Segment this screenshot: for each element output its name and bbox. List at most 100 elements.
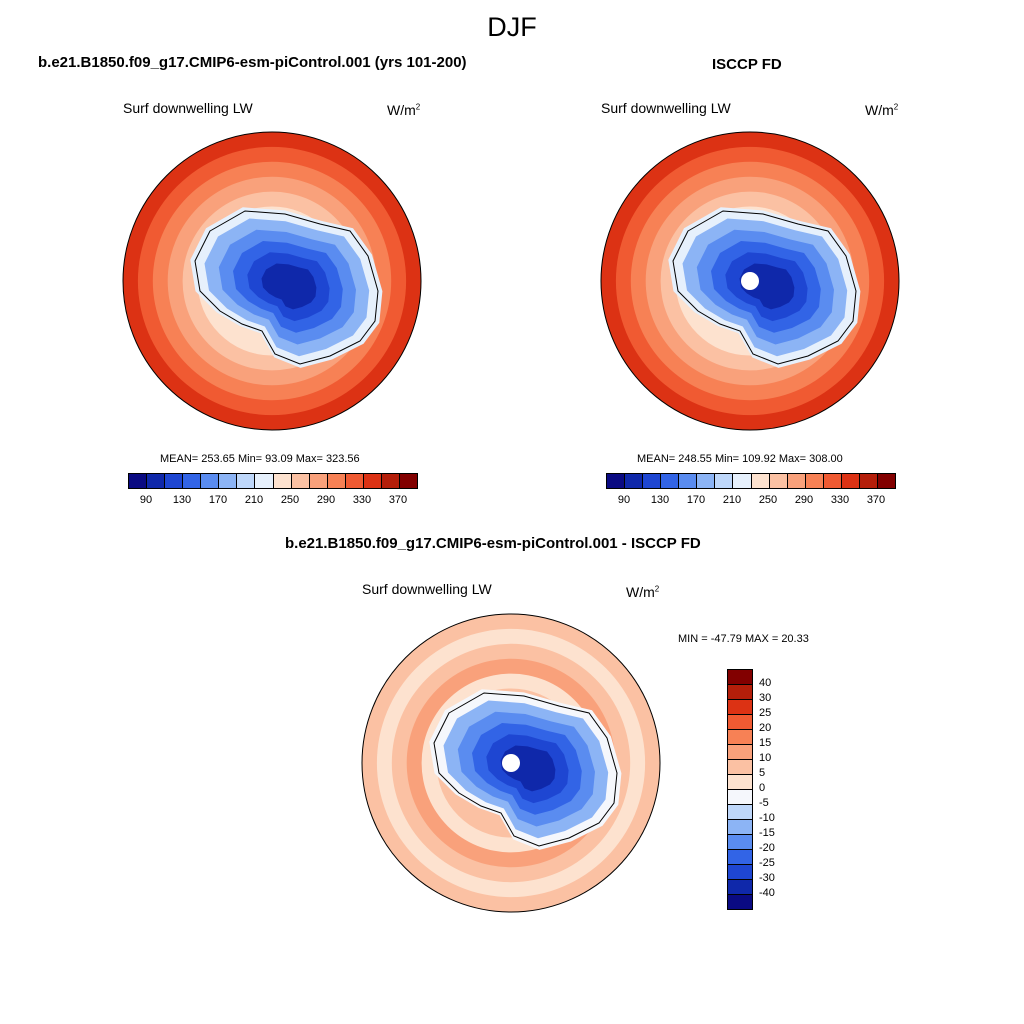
colorbar-swatch (728, 835, 752, 850)
colorbar-tick-label: 90 (139, 494, 153, 506)
panel1-outline (122, 131, 422, 431)
colorbar-tick-label: -25 (759, 857, 775, 869)
colorbar-swatch (728, 715, 752, 730)
panel3-title: b.e21.B1850.f09_g17.CMIP6-esm-piControl.… (285, 535, 701, 552)
colorbar-swatch (147, 474, 166, 488)
colorbar-tick-label: -10 (759, 812, 775, 824)
colorbar-tick-label: 170 (208, 494, 228, 506)
colorbar-swatch (327, 474, 346, 488)
colorbar-swatch (679, 474, 698, 488)
colorbar-swatch (728, 895, 752, 909)
colorbar-swatch (733, 474, 752, 488)
colorbar-swatch (129, 474, 148, 488)
colorbar-swatch (769, 474, 788, 488)
colorbar-tick-label: 370 (866, 494, 886, 506)
colorbar-tick-label: 130 (172, 494, 192, 506)
colorbar-swatch (255, 474, 274, 488)
colorbar-tick-label: 330 (830, 494, 850, 506)
panel2-variable: Surf downwelling LW (601, 100, 731, 116)
panel2-units: W/m2 (865, 102, 899, 118)
colorbar-swatch (787, 474, 806, 488)
colorbar-swatch (661, 474, 680, 488)
panel1-colorbar (128, 473, 418, 489)
panel2-outline (600, 131, 900, 431)
colorbar-swatch (625, 474, 644, 488)
panel1-variable: Surf downwelling LW (123, 100, 253, 116)
colorbar-swatch (728, 730, 752, 745)
panel3-coastline (433, 692, 618, 847)
colorbar-tick-label: 130 (650, 494, 670, 506)
colorbar-tick-label: 370 (388, 494, 408, 506)
colorbar-swatch (877, 474, 895, 488)
colorbar-swatch (728, 880, 752, 895)
colorbar-swatch (823, 474, 842, 488)
colorbar-swatch (728, 850, 752, 865)
colorbar-tick-label: 250 (280, 494, 300, 506)
panel3-variable: Surf downwelling LW (362, 581, 492, 597)
panel1-stats: MEAN= 253.65 Min= 93.09 Max= 323.56 (160, 453, 360, 465)
colorbar-swatch (607, 474, 626, 488)
colorbar-swatch (345, 474, 364, 488)
panel1-land-band (261, 263, 317, 310)
colorbar-tick-label: 170 (686, 494, 706, 506)
panel2-colorbar (606, 473, 896, 489)
colorbar-swatch (728, 745, 752, 760)
colorbar-tick-label: -40 (759, 887, 775, 899)
panel3-stats: MIN = -47.79 MAX = 20.33 (678, 633, 809, 645)
panel3-pole-hole (502, 754, 520, 772)
colorbar-swatch (643, 474, 662, 488)
panel1-field (123, 132, 421, 430)
colorbar-tick-label: -30 (759, 872, 775, 884)
panel1-coastline (194, 210, 379, 365)
colorbar-swatch (728, 790, 752, 805)
colorbar-tick-label: 30 (759, 692, 772, 704)
panel1-units: W/m2 (387, 102, 421, 118)
colorbar-swatch (751, 474, 770, 488)
panel2-coastline (672, 210, 857, 365)
panel2-pole-hole (741, 272, 759, 290)
colorbar-swatch (219, 474, 238, 488)
colorbar-swatch (201, 474, 220, 488)
colorbar-tick-label: 25 (759, 707, 772, 719)
colorbar-swatch (728, 805, 752, 820)
colorbar-tick-label: 0 (759, 782, 766, 794)
colorbar-swatch (399, 474, 417, 488)
colorbar-swatch (273, 474, 292, 488)
colorbar-tick-label: 210 (244, 494, 264, 506)
colorbar-tick-label: 210 (722, 494, 742, 506)
colorbar-swatch (728, 670, 752, 685)
colorbar-tick-label: -15 (759, 827, 775, 839)
colorbar-swatch (728, 685, 752, 700)
colorbar-swatch (237, 474, 256, 488)
panel2-title: ISCCP FD (712, 56, 782, 73)
colorbar-swatch (309, 474, 328, 488)
colorbar-swatch (165, 474, 184, 488)
figure-title: DJF (487, 12, 537, 42)
colorbar-swatch (183, 474, 202, 488)
colorbar-swatch (859, 474, 878, 488)
diff-colorbar (727, 669, 753, 910)
colorbar-swatch (728, 760, 752, 775)
colorbar-tick-label: 250 (758, 494, 778, 506)
colorbar-swatch (291, 474, 310, 488)
colorbar-tick-label: 290 (316, 494, 336, 506)
colorbar-swatch (805, 474, 824, 488)
colorbar-swatch (363, 474, 382, 488)
colorbar-tick-label: 10 (759, 752, 772, 764)
colorbar-swatch (381, 474, 400, 488)
colorbar-tick-label: 15 (759, 737, 772, 749)
colorbar-tick-label: 5 (759, 767, 766, 779)
colorbar-swatch (841, 474, 860, 488)
colorbar-tick-label: 20 (759, 722, 772, 734)
colorbar-tick-label: 330 (352, 494, 372, 506)
colorbar-tick-label: 90 (617, 494, 631, 506)
panel1-title: b.e21.B1850.f09_g17.CMIP6-esm-piControl.… (38, 54, 467, 71)
colorbar-swatch (728, 700, 752, 715)
colorbar-swatch (728, 865, 752, 880)
colorbar-swatch (728, 775, 752, 790)
colorbar-swatch (715, 474, 734, 488)
colorbar-tick-label: 40 (759, 677, 772, 689)
panel3-units: W/m2 (626, 584, 660, 600)
panel3-outline (361, 613, 661, 913)
